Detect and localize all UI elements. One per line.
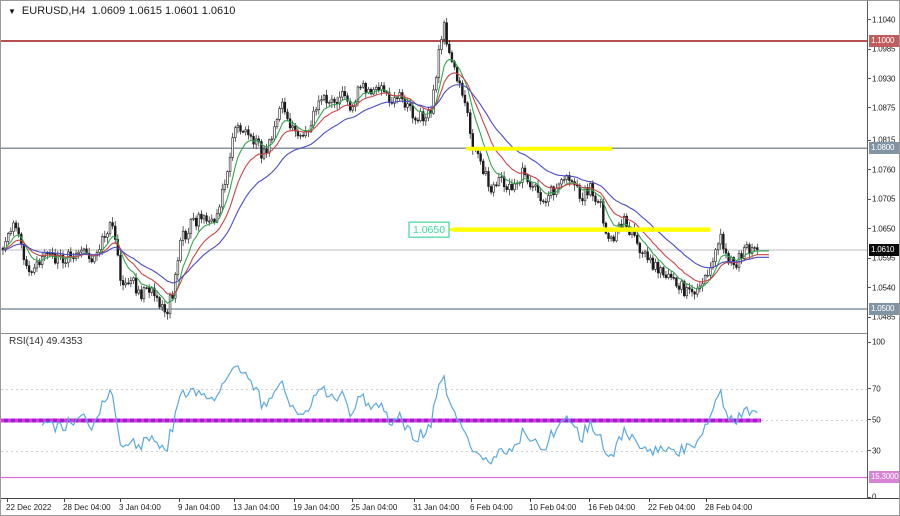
price-axis-tick xyxy=(868,107,871,109)
time-axis-tick xyxy=(706,499,707,502)
time-axis-tick xyxy=(294,499,295,502)
price-axis-label: 1.0540 xyxy=(872,283,896,293)
price-axis-tick xyxy=(868,228,871,230)
time-axis-tick xyxy=(530,499,531,502)
time-axis-label: 13 Jan 04:00 xyxy=(233,503,280,512)
time-axis-label: 6 Feb 04:00 xyxy=(470,503,513,512)
ma-line-slow xyxy=(2,84,769,284)
time-axis-label: 9 Jan 04:00 xyxy=(178,503,220,512)
price-axis-tick xyxy=(868,48,871,50)
rsi-axis-tick xyxy=(868,341,871,343)
price-callout-text: 1.0650 xyxy=(413,224,445,236)
price-axis-label: 1.1040 xyxy=(872,15,896,25)
price-axis-tick xyxy=(868,19,871,21)
main-chart-canvas[interactable]: 1.0650 xyxy=(1,1,867,333)
time-axis-label: 31 Jan 04:00 xyxy=(413,503,460,512)
price-axis[interactable]: 1.1040 1.0985 1.0930 1.0875 1.0815 1.0760 1.07… xyxy=(867,1,899,502)
price-axis-label: 1.0705 xyxy=(872,194,896,204)
rsi-axis-label: 30 xyxy=(872,446,881,455)
candlesticks xyxy=(1,18,759,320)
price-axis-tick xyxy=(868,287,871,289)
symbol-timeframe-label: EURUSD,H4 xyxy=(21,5,86,17)
time-axis-tick xyxy=(471,499,472,502)
rsi-axis-label: 100 xyxy=(872,337,885,347)
time-axis-tick xyxy=(352,499,353,502)
price-axis-label: 1.0485 xyxy=(872,312,896,322)
rsi-badge-15.3000: 15.3000 xyxy=(869,470,899,483)
price-axis-label: 1.0760 xyxy=(872,165,896,175)
price-axis-label: 1.0650 xyxy=(872,224,896,234)
time-axis-label: 28 Dec 04:00 xyxy=(63,503,111,512)
price-axis-tick xyxy=(868,78,871,80)
time-axis-tick xyxy=(234,499,235,502)
price-badge-1.1000: 1.1000 xyxy=(869,35,899,47)
price-axis-label: 1.0930 xyxy=(872,74,896,84)
price-axis-tick xyxy=(868,257,871,259)
time-axis-label: 3 Jan 04:00 xyxy=(119,503,161,512)
price-badge-1.0800: 1.0800 xyxy=(869,142,899,155)
rsi-axis-label: 0 xyxy=(872,492,877,502)
price-axis-tick xyxy=(868,139,871,141)
time-axis-label: 19 Jan 04:00 xyxy=(293,503,340,512)
price-axis-label: 1.0875 xyxy=(872,103,896,113)
price-panel-svg: 1.0650 xyxy=(1,18,867,320)
rsi-axis-tick xyxy=(868,388,871,389)
rsi-axis-tick xyxy=(868,450,871,451)
time-axis-tick xyxy=(120,499,121,502)
chart-title: ▼ EURUSD,H4 1.0609 1.0615 1.0601 1.0610 xyxy=(8,5,235,17)
time-axis-tick xyxy=(649,499,650,502)
price-callout-box[interactable] xyxy=(408,221,450,238)
ma-line-fast xyxy=(2,58,769,304)
price-badge-1.0500: 1.0500 xyxy=(869,302,899,315)
price-axis-label: 1.0595 xyxy=(872,253,896,263)
ma-line-medium xyxy=(2,72,769,295)
price-badge-1.0610: 1.0610 xyxy=(869,244,899,257)
time-axis-tick xyxy=(414,499,415,502)
price-axis-tick xyxy=(868,169,871,171)
time-axis-label: 28 Feb 04:00 xyxy=(705,503,753,512)
rsi-axis-label: 70 xyxy=(872,384,881,393)
time-axis-label: 10 Feb 04:00 xyxy=(529,503,577,512)
time-axis-label: 16 Feb 04:00 xyxy=(588,503,636,512)
rsi-axis-tick xyxy=(868,419,871,420)
rsi-chart-canvas[interactable] xyxy=(1,333,867,499)
rsi-axis-label: 50 xyxy=(872,415,881,424)
rsi-line xyxy=(41,365,758,465)
rsi-panel-svg xyxy=(1,365,867,479)
price-axis-tick xyxy=(868,198,871,200)
price-axis-label: 1.0815 xyxy=(872,135,896,145)
rsi-indicator-label: RSI(14) 49.4353 xyxy=(9,336,83,347)
time-axis-label: 25 Jan 04:00 xyxy=(351,503,398,512)
ohlc-quote-label: 1.0609 1.0615 1.0601 1.0610 xyxy=(91,5,236,17)
time-axis-tick xyxy=(179,499,180,502)
time-axis-tick xyxy=(589,499,590,502)
time-axis-tick xyxy=(7,499,8,502)
price-axis-tick xyxy=(868,316,871,318)
price-axis-label: 1.0985 xyxy=(872,44,896,54)
time-axis-tick xyxy=(64,499,65,502)
time-axis-label: 22 Feb 04:00 xyxy=(648,503,696,512)
symbol-dropdown-icon[interactable]: ▼ xyxy=(8,7,16,16)
rsi-axis-tick xyxy=(868,496,871,498)
time-axis-label: 22 Dec 2022 xyxy=(6,503,52,512)
time-axis[interactable]: 22 Dec 2022 28 Dec 04:00 3 Jan 04:00 9 Jan … xyxy=(1,498,899,515)
